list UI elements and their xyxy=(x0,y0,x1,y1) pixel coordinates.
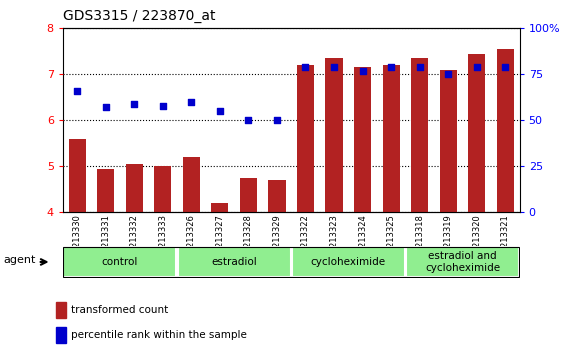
Point xyxy=(73,88,82,94)
Point xyxy=(415,64,424,70)
Bar xyxy=(211,203,228,212)
Point xyxy=(329,64,339,70)
Point xyxy=(244,118,253,123)
Point xyxy=(501,64,510,70)
Bar xyxy=(126,164,143,212)
Point xyxy=(130,101,139,107)
Bar xyxy=(383,65,400,212)
FancyBboxPatch shape xyxy=(406,247,519,277)
Bar xyxy=(354,67,371,212)
Bar xyxy=(56,327,66,343)
FancyBboxPatch shape xyxy=(292,247,405,277)
Bar xyxy=(297,65,314,212)
Text: control: control xyxy=(102,257,138,267)
Point xyxy=(387,64,396,70)
Point xyxy=(358,68,367,74)
Point xyxy=(301,64,310,70)
Bar xyxy=(497,49,514,212)
Bar xyxy=(411,58,428,212)
Point xyxy=(101,105,110,110)
Bar xyxy=(325,58,343,212)
Point xyxy=(472,64,481,70)
Point xyxy=(215,108,224,114)
FancyBboxPatch shape xyxy=(178,247,291,277)
Bar xyxy=(268,180,286,212)
Bar xyxy=(468,54,485,212)
Point xyxy=(272,118,282,123)
Bar xyxy=(97,169,114,212)
Point xyxy=(444,72,453,77)
Bar xyxy=(440,70,457,212)
Text: GDS3315 / 223870_at: GDS3315 / 223870_at xyxy=(63,9,215,23)
Point xyxy=(158,103,167,108)
Text: cycloheximide: cycloheximide xyxy=(311,257,386,267)
Text: percentile rank within the sample: percentile rank within the sample xyxy=(71,330,247,340)
Bar xyxy=(56,302,66,318)
Point xyxy=(187,99,196,105)
FancyBboxPatch shape xyxy=(63,247,176,277)
Bar xyxy=(69,139,86,212)
Text: transformed count: transformed count xyxy=(71,305,168,315)
Bar xyxy=(240,178,257,212)
Text: estradiol: estradiol xyxy=(211,257,257,267)
Text: estradiol and
cycloheximide: estradiol and cycloheximide xyxy=(425,251,500,273)
Text: agent: agent xyxy=(3,255,35,266)
Bar xyxy=(183,157,200,212)
Bar xyxy=(154,166,171,212)
